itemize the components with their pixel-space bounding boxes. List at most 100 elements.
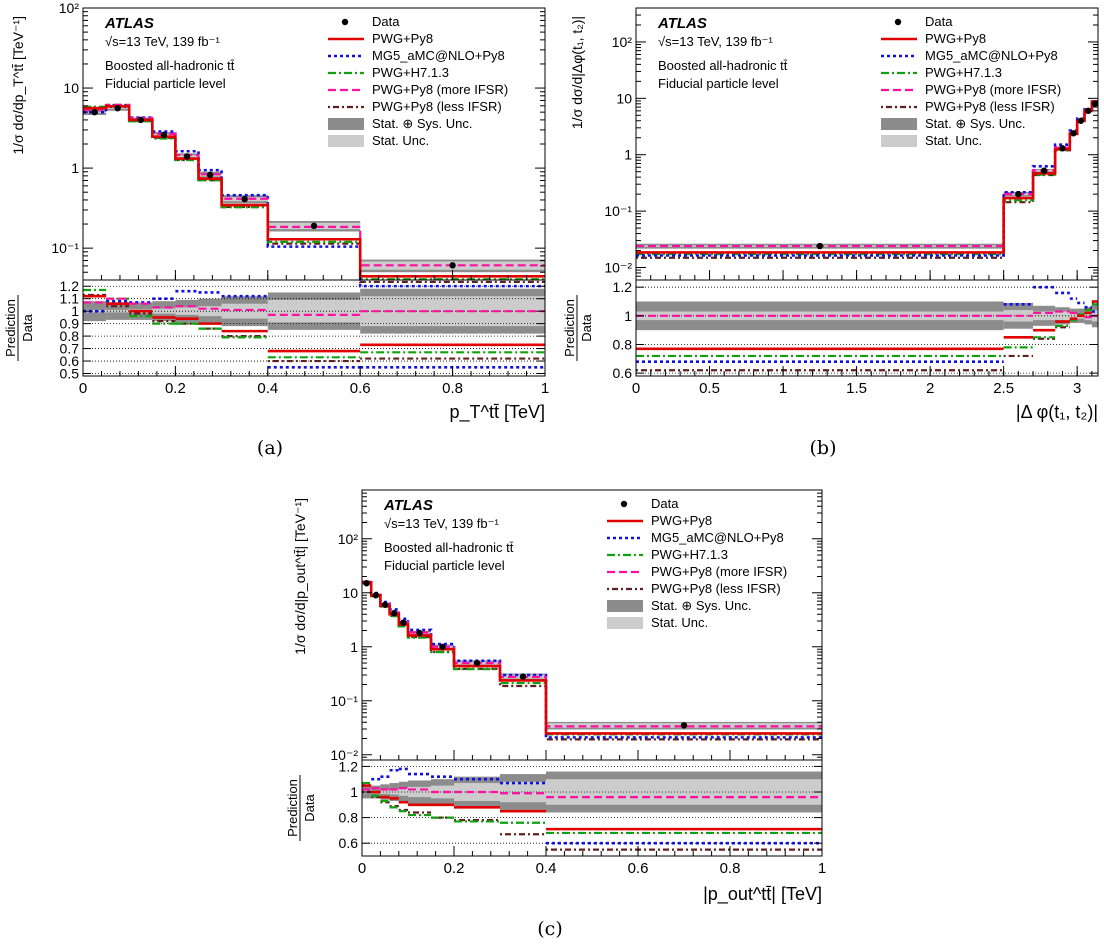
atlas-label: ATLAS bbox=[104, 15, 154, 32]
analysis-label: Boosted all-hadronic tt̄ bbox=[384, 540, 514, 555]
ratio-stat-band bbox=[380, 790, 390, 794]
x-tick-label: 0 bbox=[79, 380, 87, 397]
ratio-stat-band bbox=[152, 308, 176, 314]
ratio-stat-band bbox=[106, 309, 130, 313]
series-mg5 bbox=[362, 580, 822, 739]
ratio-stat-band bbox=[1069, 312, 1078, 319]
x-tick-label: 1 bbox=[541, 380, 549, 397]
panel-caption: (b) bbox=[810, 437, 837, 459]
level-label: Fiducial particle level bbox=[105, 76, 226, 91]
legend-swatch-syst bbox=[328, 118, 364, 130]
data-point bbox=[473, 659, 481, 667]
y-tick-label: 10² bbox=[338, 531, 359, 547]
data-point bbox=[114, 105, 121, 112]
series-mg5 bbox=[636, 101, 1098, 257]
data-point bbox=[381, 601, 389, 608]
data-point bbox=[449, 262, 456, 269]
series-more bbox=[636, 102, 1098, 248]
ratio-stat-band bbox=[1084, 311, 1092, 321]
data-point bbox=[816, 242, 824, 250]
ratio-label-bottom: Data bbox=[302, 794, 317, 822]
ratio-y-tick-label: 1.2 bbox=[339, 758, 359, 774]
legend-label-more: PWG+Py8 (more IFSR) bbox=[651, 564, 787, 579]
ratio-y-tick-label: 0.6 bbox=[613, 365, 633, 381]
ratio-stat-band bbox=[398, 788, 408, 796]
series-h7 bbox=[636, 100, 1098, 256]
x-tick-label: 0.8 bbox=[442, 380, 463, 397]
data-point bbox=[91, 108, 98, 116]
legend-label-less: PWG+Py8 (less IFSR) bbox=[372, 99, 502, 114]
data-point bbox=[206, 171, 214, 179]
legend-label-data: Data bbox=[925, 14, 953, 29]
legend-label-more: PWG+Py8 (more IFSR) bbox=[925, 82, 1061, 97]
ratio-y-tick-label: 1.2 bbox=[613, 279, 633, 295]
x-tick-label: 0 bbox=[358, 860, 366, 877]
ratio-y-tick-label: 1 bbox=[350, 784, 358, 800]
legend-swatch-syst bbox=[881, 118, 917, 130]
x-tick-label: 0.2 bbox=[444, 860, 465, 877]
data-point bbox=[137, 116, 144, 124]
ratio-y-tick-label: 1 bbox=[71, 303, 79, 319]
data-point bbox=[439, 643, 446, 650]
ratio-label-top: Prediction bbox=[562, 299, 577, 357]
ratio-y-tick-label: 0.6 bbox=[60, 353, 80, 369]
y-tick-label: 10² bbox=[59, 0, 80, 16]
legend-label-stat: Stat. Unc. bbox=[372, 133, 429, 148]
x-tick-label: 0.5 bbox=[699, 380, 720, 397]
legend-label-pwg_py8: PWG+Py8 bbox=[372, 31, 433, 46]
series-pwg_py8 bbox=[83, 104, 545, 278]
x-axis-label: p_T^tt̄ [TeV] bbox=[450, 402, 545, 423]
x-tick-label: 0.6 bbox=[628, 860, 649, 877]
legend-label-syst: Stat. ⊕ Sys. Unc. bbox=[372, 116, 472, 131]
ratio-frame bbox=[82, 279, 546, 377]
x-tick-label: 0.8 bbox=[720, 860, 741, 877]
data-point bbox=[160, 131, 168, 139]
data-point bbox=[680, 722, 688, 729]
panel-caption: (a) bbox=[257, 437, 283, 459]
ratio-y-tick-label: 0.9 bbox=[60, 316, 80, 332]
legend-marker-data bbox=[341, 18, 349, 26]
x-tick-label: 0.4 bbox=[536, 860, 557, 877]
ratio-frame bbox=[361, 759, 823, 857]
data-point bbox=[400, 619, 407, 626]
ratio-stat-band bbox=[500, 781, 546, 803]
x-axis-label: |p_out^tt̄| [TeV] bbox=[703, 884, 822, 905]
data-point bbox=[391, 609, 398, 617]
y-tick-label: 1 bbox=[350, 639, 358, 655]
legend-label-mg5: MG5_aMC@NLO+Py8 bbox=[925, 48, 1058, 63]
series-more bbox=[362, 581, 822, 728]
data-point bbox=[1085, 107, 1092, 115]
legend-label-data: Data bbox=[372, 14, 400, 29]
data-point bbox=[1040, 167, 1048, 174]
y-axis-label: 1/σ dσ/d|p_out^tt̄| [TeV⁻¹] bbox=[292, 498, 308, 655]
legend-label-less: PWG+Py8 (less IFSR) bbox=[925, 99, 1055, 114]
level-label: Fiducial particle level bbox=[658, 76, 779, 91]
legend-label-more: PWG+Py8 (more IFSR) bbox=[372, 82, 508, 97]
legend-label-less: PWG+Py8 (less IFSR) bbox=[651, 581, 781, 596]
x-tick-label: 0 bbox=[632, 380, 640, 397]
ratio-label-bottom: Data bbox=[20, 314, 35, 342]
x-tick-label: 1 bbox=[779, 380, 787, 397]
ratio-y-tick-label: 1.1 bbox=[60, 291, 80, 307]
ratio-stat-band bbox=[389, 789, 399, 795]
legend-label-mg5: MG5_aMC@NLO+Py8 bbox=[372, 48, 505, 63]
data-point bbox=[1015, 190, 1022, 198]
ratio-y-tick-label: 1.2 bbox=[60, 278, 80, 294]
atlas-label: ATLAS bbox=[383, 497, 433, 514]
y-tick-label: 10² bbox=[612, 34, 633, 50]
x-tick-label: 1 bbox=[818, 860, 826, 877]
y-tick-label: 10⁻¹ bbox=[330, 693, 358, 709]
ratio-label-bottom: Data bbox=[579, 314, 594, 342]
atlas-label: ATLAS bbox=[657, 15, 707, 32]
legend-label-pwg_py8: PWG+Py8 bbox=[651, 513, 712, 528]
panel-caption: (c) bbox=[537, 918, 562, 940]
panel-b: 10⁻² 10⁻¹ 1 10 10² 0.6 0.8 1 1.2 0 0.5 1 1.5 2 2.5 3 |Δ … bbox=[562, 7, 1099, 459]
x-tick-label: 2 bbox=[926, 380, 934, 397]
legend-swatch-syst bbox=[607, 600, 643, 612]
ratio-stat-band bbox=[83, 309, 107, 313]
legend-label-stat: Stat. Unc. bbox=[925, 133, 982, 148]
data-point bbox=[416, 629, 423, 637]
data-point bbox=[519, 673, 527, 680]
